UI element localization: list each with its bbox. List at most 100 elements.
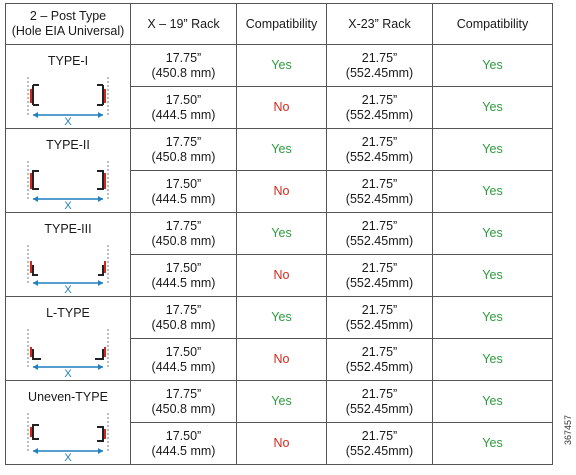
table-row: Uneven-TYPE X 17.75” (450.8 mm) Yes 21.75” (55… [5,380,553,465]
table-row: TYPE-II X 17.75” (450.8 mm) Yes 21.75” (552.45… [5,128,553,213]
table-row: 17.50” (444.5 mm) No 21.75” (552.45mm) Yes [6,422,553,465]
post-type-cell-type-iii: TYPE-III X [5,212,131,297]
header-row: 2 – Post Type (Hole EIA Universal) X – 1… [5,3,553,45]
table-row: L-TYPE X 17.75” (450.8 mm) Yes 21.75” (552.45m… [5,296,553,381]
rack-19-width: 17.50” (444.5 mm) [130,86,237,129]
compatibility-19-value: Yes [236,128,327,171]
compatibility-19-value: No [236,170,327,213]
header-post-type-label: 2 – Post Type [29,9,107,23]
rack-post-diagram: X [27,77,109,127]
rack-23-mm: (552.45mm) [345,317,414,332]
compatibility-23-value: Yes [432,212,553,255]
figure-number: 367457 [563,414,573,445]
compatibility-23-value: Yes [432,86,553,129]
rack-19-mm: (444.5 mm) [151,359,216,374]
rack-post-diagram: X [27,161,109,211]
rack-23-width: 21.75” (552.45mm) [326,254,433,297]
compatibility-23-value: Yes [432,422,553,465]
rack-23-inches: 21.75” [361,428,398,443]
post-type-name: TYPE-I [47,54,89,68]
rack-post-diagram: X [27,329,109,379]
compatibility-23-value: Yes [432,296,553,339]
compatibility-19-value: Yes [236,380,327,423]
compatibility-23-value: Yes [432,44,553,87]
rack-23-mm: (552.45mm) [345,65,414,80]
rack-19-width: 17.75” (450.8 mm) [130,212,237,255]
post-type-name: TYPE-III [44,222,92,236]
compatibility-19-value: No [236,86,327,129]
rack-19-inches: 17.50” [165,260,202,275]
dimension-x-label: X [64,200,72,211]
rack-23-width: 21.75” (552.45mm) [326,212,433,255]
rack-23-inches: 21.75” [361,386,398,401]
post-type-name: Uneven-TYPE [28,390,108,404]
rack-19-mm: (444.5 mm) [151,191,216,206]
compatibility-23-value: Yes [432,170,553,213]
header-19-rack: X – 19” Rack [130,3,237,45]
rack-19-mm: (450.8 mm) [151,233,216,248]
compatibility-23-value: Yes [432,128,553,171]
compatibility-19-value: No [236,338,327,381]
rack-19-width: 17.50” (444.5 mm) [130,254,237,297]
rack-19-mm: (450.8 mm) [151,149,216,164]
rack-23-inches: 21.75” [361,260,398,275]
rack-23-width: 21.75” (552.45mm) [326,422,433,465]
rack-19-inches: 17.75” [165,302,202,317]
rack-23-inches: 21.75” [361,50,398,65]
rack-19-inches: 17.50” [165,344,202,359]
rack-23-mm: (552.45mm) [345,107,414,122]
rack-23-inches: 21.75” [361,176,398,191]
rack-19-mm: (444.5 mm) [151,443,216,458]
post-type-cell-l-type: L-TYPE X [5,296,131,381]
compatibility-23-value: Yes [432,380,553,423]
rack-23-inches: 21.75” [361,302,398,317]
rack-23-width: 21.75” (552.45mm) [326,170,433,213]
rack-19-mm: (450.8 mm) [151,401,216,416]
dimension-x-label: X [64,116,72,127]
table-row: 17.50” (444.5 mm) No 21.75” (552.45mm) Yes [6,86,553,129]
dimension-x-label: X [64,284,72,295]
rack-19-width: 17.50” (444.5 mm) [130,338,237,381]
table-row: 17.50” (444.5 mm) No 21.75” (552.45mm) Yes [6,254,553,297]
dimension-x-label: X [64,368,72,379]
rack-19-mm: (450.8 mm) [151,65,216,80]
rack-19-inches: 17.50” [165,92,202,107]
rack-23-width: 21.75” (552.45mm) [326,128,433,171]
rack-19-width: 17.75” (450.8 mm) [130,44,237,87]
rack-23-width: 21.75” (552.45mm) [326,380,433,423]
rack-23-inches: 21.75” [361,218,398,233]
header-post-type: 2 – Post Type (Hole EIA Universal) [5,3,131,45]
header-post-type-sub: (Hole EIA Universal) [11,24,125,38]
rack-19-width: 17.50” (444.5 mm) [130,170,237,213]
rack-23-width: 21.75” (552.45mm) [326,86,433,129]
rack-19-inches: 17.75” [165,134,202,149]
rack-23-width: 21.75” (552.45mm) [326,296,433,339]
rack-23-mm: (552.45mm) [345,359,414,374]
rack-23-width: 21.75” (552.45mm) [326,338,433,381]
rack-19-width: 17.50” (444.5 mm) [130,422,237,465]
rack-19-width: 17.75” (450.8 mm) [130,296,237,339]
table-row: TYPE-III X 17.75” (450.8 mm) Yes 21.75” (552.4… [5,212,553,297]
compatibility-19-value: Yes [236,296,327,339]
post-type-name: L-TYPE [46,306,90,320]
rack-19-inches: 17.50” [165,428,202,443]
table-row: TYPE-I X 17.75” (450.8 mm) Yes 21.75” (552.45m… [5,44,553,129]
rack-23-inches: 21.75” [361,344,398,359]
compatibility-19-value: No [236,422,327,465]
rack-19-inches: 17.75” [165,218,202,233]
compatibility-19-value: Yes [236,212,327,255]
rack-23-inches: 21.75” [361,134,398,149]
rack-23-mm: (552.45mm) [345,443,414,458]
rack-23-width: 21.75” (552.45mm) [326,44,433,87]
post-type-cell-type-i: TYPE-I X [5,44,131,129]
post-type-name: TYPE-II [46,138,90,152]
compatibility-19-value: Yes [236,44,327,87]
rack-19-inches: 17.75” [165,386,202,401]
rack-post-diagram: X [27,413,109,463]
rack-23-mm: (552.45mm) [345,191,414,206]
compatibility-23-value: Yes [432,338,553,381]
rack-post-diagram: X [27,245,109,295]
compatibility-19-value: No [236,254,327,297]
dimension-x-label: X [64,452,72,463]
rack-23-mm: (552.45mm) [345,233,414,248]
